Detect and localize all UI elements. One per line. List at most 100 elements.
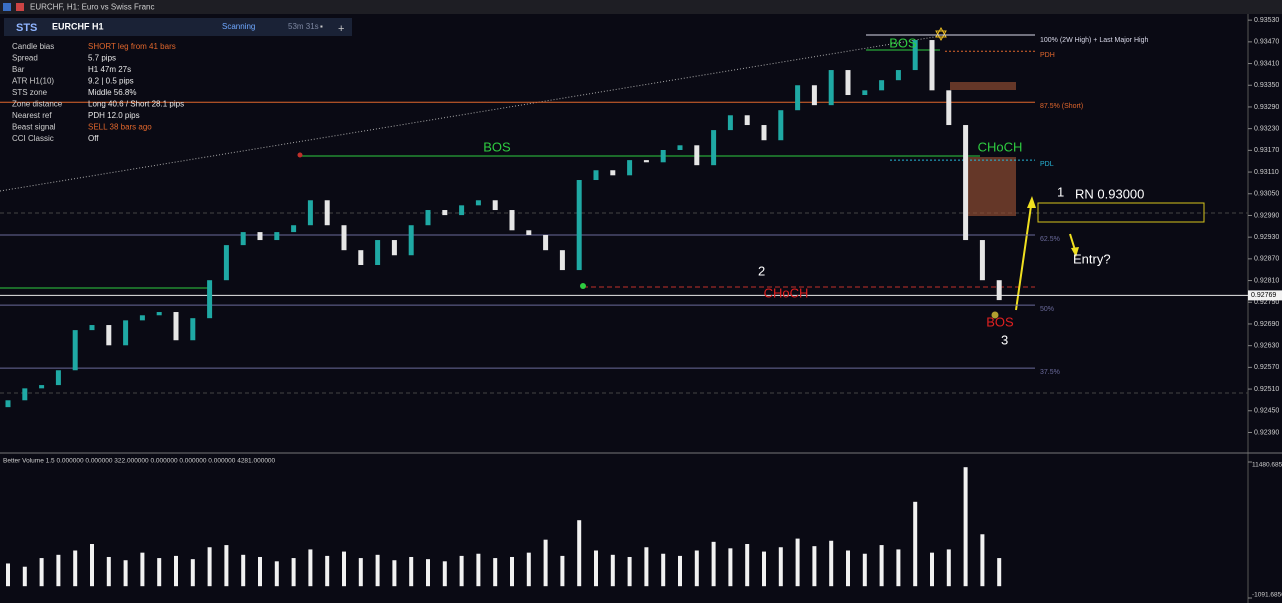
candle xyxy=(5,400,11,408)
level-label: PDH xyxy=(1040,52,1055,59)
info-label: ATR H1(10) xyxy=(12,77,54,86)
add-button[interactable]: + xyxy=(338,23,344,35)
volume-bar xyxy=(980,534,985,587)
candle xyxy=(375,240,381,266)
candle xyxy=(391,240,397,256)
candle xyxy=(559,250,565,271)
volume-bar xyxy=(56,554,61,587)
info-value: H1 47m 27s xyxy=(88,65,131,74)
candle xyxy=(173,312,179,341)
candle xyxy=(845,70,851,96)
candle xyxy=(459,205,465,216)
status: Scanning xyxy=(222,22,255,31)
candle xyxy=(475,200,481,206)
y-tick-label: 0.93230 xyxy=(1254,125,1279,132)
candle xyxy=(643,160,649,163)
candle xyxy=(55,370,61,386)
volume-bar xyxy=(577,520,582,587)
y-tick-label: 0.93110 xyxy=(1254,169,1279,176)
annotation: CHoCH xyxy=(764,285,809,300)
candle xyxy=(761,125,767,141)
candle xyxy=(274,232,280,241)
round-number-box xyxy=(1037,202,1205,223)
info-label: Bar xyxy=(12,65,25,74)
info-label: Candle bias xyxy=(12,42,54,51)
candle xyxy=(677,145,683,150)
volume-bar xyxy=(22,566,27,587)
candle xyxy=(996,280,1002,301)
current-price-tag xyxy=(1248,290,1282,301)
volume-panel: Better Volume 1.5 0.000000 0.000000 322.… xyxy=(3,458,1282,599)
y-tick-label: 11480.6850 xyxy=(1252,462,1282,469)
y-tick-label: 0.92870 xyxy=(1254,256,1279,263)
y-tick-label: 0.93170 xyxy=(1254,147,1279,154)
star xyxy=(935,30,947,42)
y-tick-label: 0.93050 xyxy=(1254,191,1279,198)
y-tick-label: 0.92390 xyxy=(1254,429,1279,436)
volume-bar xyxy=(241,554,246,587)
info-value: SHORT leg from 41 bars xyxy=(88,42,176,51)
arrow xyxy=(1069,233,1076,251)
volume-bar xyxy=(678,555,682,587)
volume-bar xyxy=(123,560,128,587)
candle xyxy=(139,315,145,321)
volume-bar xyxy=(308,549,313,587)
level-label: 37.5% xyxy=(1040,369,1060,376)
volume-bar xyxy=(526,552,531,587)
candle xyxy=(89,325,95,331)
annotation: CHoCH xyxy=(978,139,1023,154)
volume-bar xyxy=(997,558,1002,587)
info-value: Long 40.6 / Short 28.1 pips xyxy=(88,100,184,109)
info-value: Middle 56.8% xyxy=(88,88,136,97)
volume-bar xyxy=(342,551,346,587)
candle xyxy=(610,170,616,176)
zone xyxy=(950,82,1016,90)
candle xyxy=(946,90,952,126)
y-tick-label: 0.92570 xyxy=(1254,364,1279,371)
candle xyxy=(744,115,750,126)
volume-bar xyxy=(812,546,817,587)
volume-bar xyxy=(325,555,330,587)
candle xyxy=(543,234,549,251)
volume-bar xyxy=(694,550,699,587)
volume-bar xyxy=(375,554,380,587)
volume-bar xyxy=(946,549,951,587)
volume-bar xyxy=(442,561,447,587)
volume-bar xyxy=(358,558,363,587)
volume-bar xyxy=(560,555,565,587)
candle xyxy=(963,125,969,241)
level-label: 50% xyxy=(1040,306,1054,313)
candle xyxy=(660,149,666,163)
volume-bar xyxy=(90,544,94,587)
volume-bar xyxy=(258,556,262,587)
candle xyxy=(106,325,112,346)
logo: STS xyxy=(16,22,37,34)
candle xyxy=(425,210,431,226)
info-value: Off xyxy=(88,134,99,143)
y-tick-label: 0.92690 xyxy=(1254,321,1279,328)
y-tick-label: 0.92750 xyxy=(1254,299,1279,306)
y-tick-label: 0.93290 xyxy=(1254,104,1279,111)
y-tick-label: 0.93410 xyxy=(1254,60,1279,67)
volume-bar xyxy=(711,541,716,587)
info-value: SELL 38 bars ago xyxy=(88,123,152,132)
candle xyxy=(492,200,498,211)
info-value: PDH 12.0 pips xyxy=(88,111,140,120)
y-tick-label: 0.93350 xyxy=(1254,82,1279,89)
level-label: 87.5% (Short) xyxy=(1040,103,1083,110)
candle xyxy=(324,200,330,226)
volume-bar xyxy=(745,544,750,587)
candle xyxy=(795,85,801,111)
window-icon xyxy=(16,3,24,11)
candle xyxy=(341,225,347,251)
annotation: BOS xyxy=(986,314,1014,329)
pivot xyxy=(580,283,586,289)
candle xyxy=(828,70,834,106)
volume-bar xyxy=(661,553,666,587)
level-label: 100% (2W High) + Last Major High xyxy=(1040,37,1148,44)
volume-bar xyxy=(610,554,615,587)
volume-bar xyxy=(762,551,766,587)
annotation: 3 xyxy=(1001,332,1008,347)
menu-button[interactable]: ▪ xyxy=(320,22,323,31)
